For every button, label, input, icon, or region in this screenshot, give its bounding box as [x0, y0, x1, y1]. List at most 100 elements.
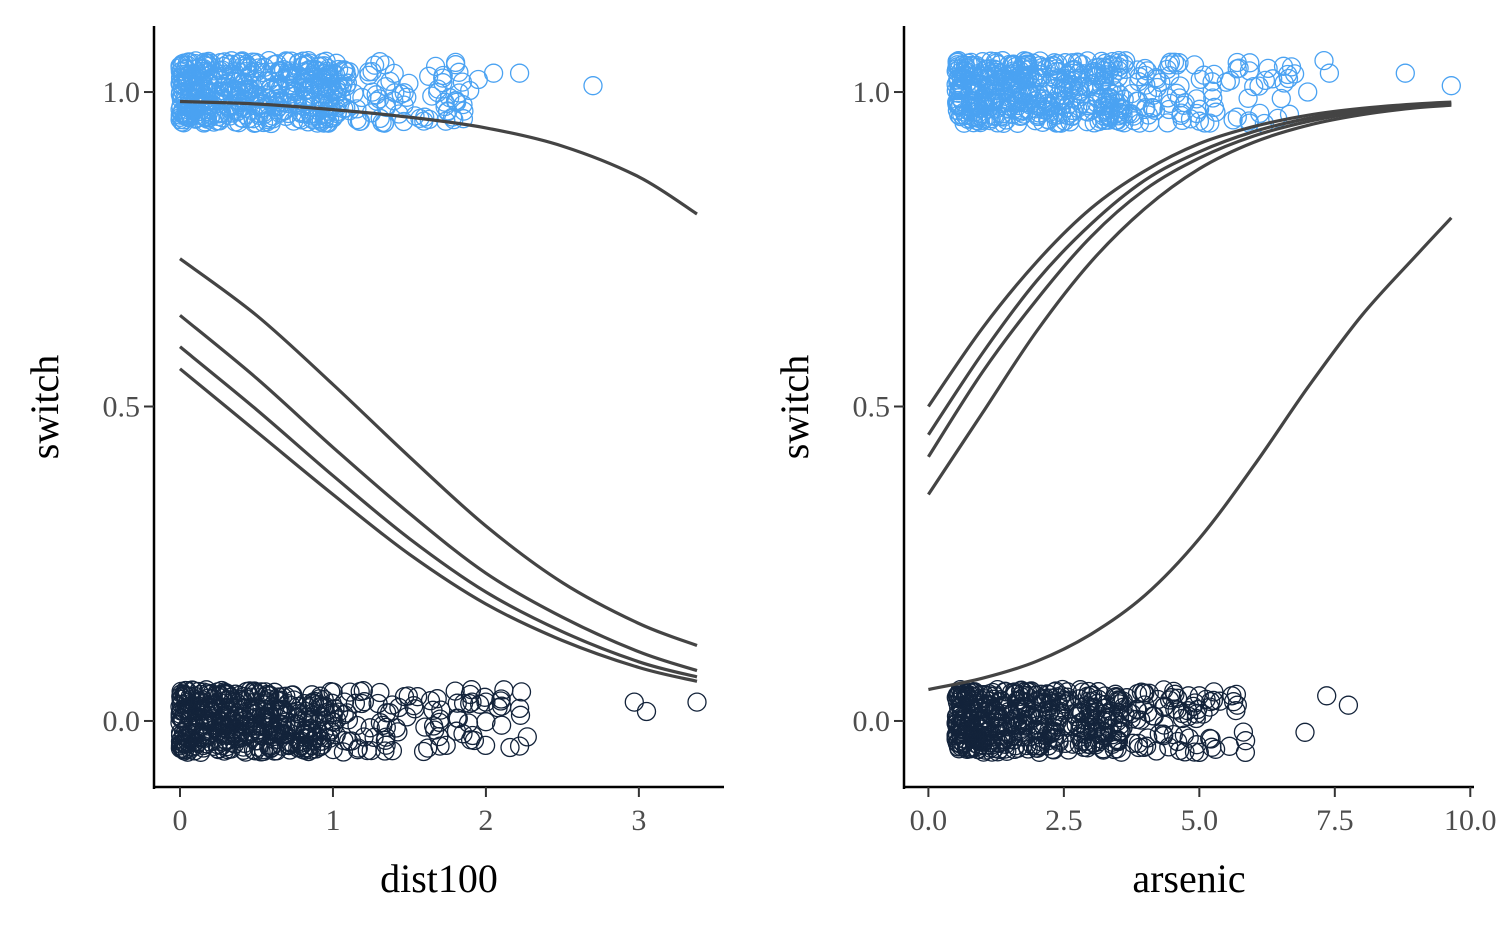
point-switch-0 [1059, 690, 1080, 710]
point-switch-1 [1229, 58, 1249, 78]
point-switch-1 [1206, 102, 1226, 122]
point-switch-0 [961, 738, 981, 759]
point-switch-1 [231, 108, 252, 128]
y-axis-title: switch [772, 355, 817, 459]
point-switch-0 [1205, 739, 1226, 759]
point-switch-1 [1093, 71, 1114, 91]
point-switch-0 [998, 702, 1019, 722]
point-switch-1 [1172, 110, 1192, 131]
point-switch-1 [963, 113, 984, 133]
point-switch-1 [1194, 65, 1214, 85]
ticks-layer-dist100: 0 1 2 3 0.0 0.5 1.0 [103, 76, 647, 837]
point-switch-0 [636, 701, 657, 722]
point-switch-1 [176, 105, 196, 126]
point-switch-1 [428, 82, 448, 103]
y-tick-label: 0.5 [103, 391, 141, 424]
points-layer-arsenic [946, 50, 1461, 763]
point-switch-0 [340, 682, 360, 702]
point-switch-1 [302, 74, 322, 94]
point-switch-0 [221, 687, 241, 707]
point-switch-1 [391, 84, 411, 104]
point-switch-0 [180, 696, 201, 716]
point-switch-0 [357, 740, 377, 761]
point-switch-0 [1184, 742, 1205, 762]
point-switch-1 [951, 61, 971, 81]
point-switch-0 [382, 741, 403, 761]
point-switch-0 [300, 719, 320, 739]
point-switch-1 [347, 99, 367, 119]
point-switch-0 [254, 741, 274, 762]
point-switch-0 [951, 734, 971, 754]
point-switch-0 [1174, 725, 1195, 745]
point-switch-0 [1010, 681, 1031, 701]
point-switch-0 [462, 692, 482, 712]
point-switch-1 [950, 87, 970, 108]
point-switch-1 [483, 63, 504, 83]
point-switch-0 [1135, 683, 1155, 703]
point-switch-0 [976, 728, 996, 748]
point-switch-1 [1147, 77, 1167, 98]
point-switch-1 [213, 56, 233, 77]
point-switch-0 [1183, 696, 1203, 717]
point-switch-0 [301, 696, 321, 716]
point-switch-1 [1101, 102, 1121, 122]
point-switch-0 [1235, 742, 1256, 763]
point-switch-1 [991, 93, 1012, 114]
point-switch-0 [476, 712, 496, 732]
point-switch-0 [1080, 700, 1100, 720]
point-switch-0 [249, 685, 269, 705]
point-switch-0 [1227, 695, 1247, 715]
point-switch-0 [952, 685, 972, 705]
point-switch-1 [1048, 54, 1068, 74]
point-switch-1 [1186, 89, 1207, 109]
point-switch-1 [960, 108, 980, 129]
point-switch-1 [364, 55, 385, 75]
point-switch-0 [1076, 731, 1096, 751]
point-switch-0 [420, 691, 441, 711]
point-switch-1 [359, 62, 379, 82]
point-switch-1 [1158, 88, 1178, 108]
ticks-layer-arsenic: 0.0 2.5 5.0 7.5 10.0 0.0 0.5 1.0 [853, 76, 1497, 837]
point-switch-1 [985, 51, 1006, 72]
point-switch-1 [1240, 53, 1260, 73]
point-switch-0 [1030, 705, 1051, 726]
point-switch-0 [288, 738, 308, 758]
point-switch-0 [1165, 699, 1185, 719]
fit-curve-5 [178, 367, 698, 683]
point-switch-1 [314, 63, 334, 83]
point-switch-1 [257, 112, 277, 132]
point-switch-0 [1159, 690, 1180, 710]
point-switch-0 [236, 722, 256, 742]
point-switch-1 [1072, 55, 1093, 75]
point-switch-1 [1164, 52, 1185, 72]
point-switch-1 [198, 51, 219, 72]
x-axis-title: arsenic [1132, 856, 1245, 901]
point-switch-0 [946, 713, 966, 734]
point-switch-0 [687, 692, 707, 712]
point-switch-1 [397, 87, 417, 107]
point-switch-1 [1157, 113, 1178, 133]
point-switch-0 [1139, 683, 1159, 703]
point-switch-0 [212, 680, 232, 701]
point-switch-0 [491, 689, 511, 709]
point-switch-1 [336, 61, 356, 82]
point-switch-1 [452, 72, 473, 92]
point-switch-0 [248, 737, 269, 757]
point-switch-0 [225, 727, 246, 747]
point-switch-0 [190, 691, 210, 711]
point-switch-1 [979, 59, 1000, 79]
point-switch-1 [1054, 81, 1074, 101]
point-switch-0 [1134, 737, 1154, 758]
point-switch-0 [983, 682, 1003, 703]
point-switch-0 [1146, 741, 1167, 761]
point-switch-0 [364, 727, 384, 748]
point-switch-1 [1227, 107, 1247, 127]
point-switch-1 [180, 95, 200, 115]
point-switch-0 [175, 703, 195, 723]
fit-curve-1 [927, 100, 1452, 408]
point-switch-1 [256, 71, 276, 91]
point-switch-1 [419, 66, 439, 86]
point-switch-0 [1089, 732, 1109, 752]
point-switch-1 [1298, 82, 1318, 102]
point-switch-1 [399, 73, 419, 94]
